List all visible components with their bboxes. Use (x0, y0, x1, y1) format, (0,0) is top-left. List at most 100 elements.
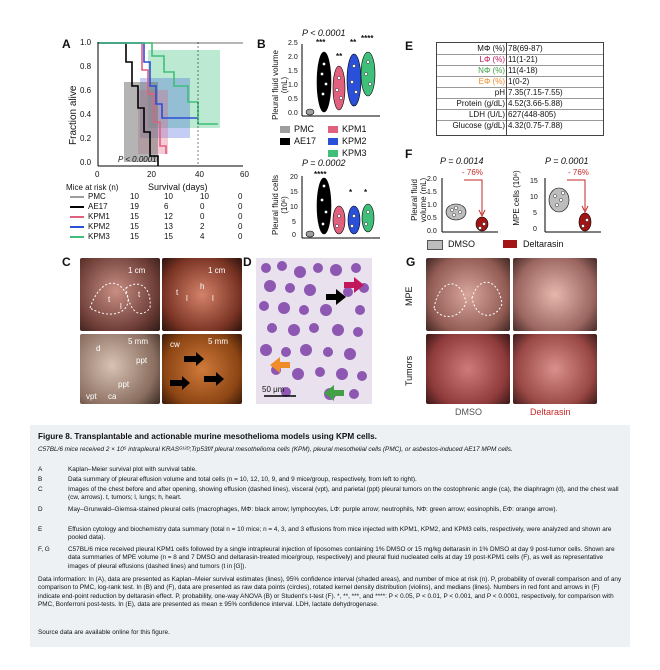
chest-photo-before-2 (162, 258, 242, 331)
risk-value: 10 (164, 192, 173, 201)
ytick: 10 (530, 194, 538, 201)
legend-swatch-pmc (280, 126, 290, 133)
xtick: 20 (147, 170, 156, 179)
violin-kpm3 (360, 51, 376, 97)
e-row-value: 78(69-87) (508, 44, 543, 53)
sig-stars: **** (361, 34, 374, 43)
risk-value: 0 (200, 212, 205, 221)
caption-item: Images of the chest before and after ope… (68, 486, 619, 502)
e-row-value: 4.32(0.75-7.88) (508, 121, 563, 130)
caption-intro: C57BL/6 mice received 2 × 10⁵ intrapleur… (38, 446, 513, 453)
figure-caption: Figure 8. Transplantable and actionable … (30, 425, 630, 647)
anatomy-mark: h (200, 282, 205, 291)
f-right-ylabel: MPE cells (10⁶) (512, 170, 521, 226)
xtick: 60 (240, 170, 249, 179)
km-xlabel: Survival (days) (148, 182, 208, 192)
e-row: MΦ (%) 78(69-87) (437, 43, 603, 55)
caption-key: E (38, 526, 43, 533)
tumors-photo-deltarasin (513, 334, 597, 404)
km-ci-ae17 (124, 82, 158, 162)
sig-stars: *** (316, 38, 326, 47)
ytick: 1.5 (427, 189, 437, 196)
violin-deltarasin (578, 212, 592, 232)
anatomy-mark: cw (170, 340, 180, 349)
e-row: EΦ (%) 1(0-2) (437, 76, 603, 88)
violin-kpm2 (346, 53, 362, 107)
legend-label: AE17 (294, 136, 317, 146)
scale-bar-label: 1 cm (128, 266, 146, 275)
anatomy-mark: l (120, 302, 122, 311)
anatomy-mark: t (138, 290, 141, 299)
e-row: pH 7.35(7.15-7.55) (437, 87, 603, 99)
f-right-pct: - 76% (568, 168, 589, 177)
legend-label: PMC (294, 124, 314, 134)
legend-label: DMSO (448, 239, 475, 249)
caption-data-information: Data information: In (A), data are prese… (38, 576, 622, 609)
violin-kpm2 (347, 205, 361, 235)
f-left-pvalue: P = 0.0014 (440, 156, 484, 166)
mpe-photo-deltarasin (513, 258, 597, 331)
caption-key: A (38, 466, 43, 473)
anatomy-mark: ppt (136, 356, 148, 365)
ytick: 0 (292, 232, 296, 239)
risk-value: 4 (200, 232, 205, 241)
tumors-photo-dmso (426, 334, 510, 404)
risk-group: KPM2 (88, 222, 110, 231)
e-row-value: 7.35(7.15-7.55) (508, 88, 563, 97)
km-ci-kpm3 (148, 50, 220, 128)
panel-d-label: D (243, 255, 252, 269)
violin-deltarasin (475, 216, 489, 232)
legend-label: Deltarasin (523, 239, 564, 249)
b-top-violins (301, 44, 380, 117)
violin-dmso (445, 203, 467, 221)
risk-value: 12 (164, 212, 173, 221)
ytick: 15 (290, 189, 298, 196)
sig-stars: * (364, 188, 368, 197)
caption-item: Kaplan–Meier survival plot with survival… (68, 466, 197, 473)
e-row: LDH (U/L) 627(448-805) (437, 109, 603, 121)
b-bottom-violins (301, 176, 380, 239)
risk-group: KPM3 (88, 232, 110, 241)
e-row-value: 11(4-18) (508, 66, 538, 75)
caption-item: Data summary of pleural effusion volume … (68, 476, 417, 483)
xtick: 0 (95, 170, 100, 179)
chest-photo-after-2 (162, 334, 242, 404)
g-col-label-dmso: DMSO (455, 407, 482, 417)
ytick: 0.5 (427, 215, 437, 222)
ytick: 0.0 (427, 228, 437, 235)
anatomy-mark: l (212, 294, 214, 303)
risk-value: 13 (164, 222, 173, 231)
anatomy-mark: ca (108, 392, 117, 401)
effusion-outlines (89, 282, 151, 315)
anatomy-mark: ppt (118, 380, 130, 389)
anatomy-mark: d (96, 344, 101, 353)
chest-photo-before-1 (80, 258, 160, 331)
scale-bar-label: 5 mm (208, 337, 228, 346)
violin-kpm3 (361, 203, 375, 233)
km-ylabel: Fraction alive (68, 85, 79, 145)
panel-a-label: A (62, 37, 71, 51)
caption-key: C (38, 486, 43, 493)
e-row-name: NΦ (%) (478, 66, 505, 75)
ytick: 0.0 (288, 110, 298, 117)
e-row: NΦ (%) 11(4-18) (437, 65, 603, 77)
caption-item: May–Grunwald–Giemsa-stained pleural cell… (68, 506, 558, 513)
km-curve-kpm2 (98, 42, 198, 119)
chest-wall-arrows (170, 352, 224, 390)
risk-value: 0 (200, 202, 205, 211)
violin-dmso (548, 187, 570, 213)
g-col-label-deltarasin: Deltarasin (530, 407, 571, 417)
ytick: 1.0 (80, 38, 92, 47)
violin-ae17 (316, 51, 332, 113)
risk-value: 15 (130, 222, 139, 231)
scale-bar-label: 5 mm (128, 337, 148, 346)
b-top-pvalue: P < 0.0001 (302, 28, 346, 38)
e-row-name: LDH (U/L) (468, 110, 505, 119)
b-top-ylabel: Pleural fluid volume (mL) (271, 50, 289, 120)
cytology-photo (256, 258, 372, 404)
legend-label: KPM1 (342, 124, 367, 134)
panel-f-label: F (405, 147, 413, 161)
legend-label: KPM2 (342, 136, 367, 146)
g-effusion-outlines (433, 281, 503, 317)
risk-value: 10 (200, 192, 209, 201)
